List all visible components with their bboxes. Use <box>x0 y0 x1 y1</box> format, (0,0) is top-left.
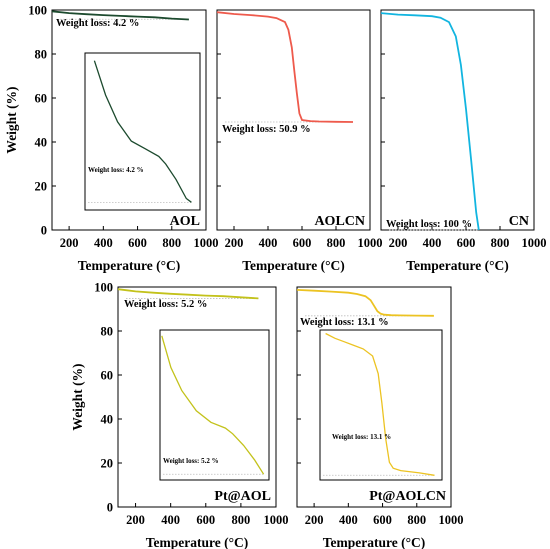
x-tick-label: 400 <box>94 236 113 250</box>
series-line-cn <box>380 12 480 231</box>
x-tick-label: 200 <box>389 236 408 250</box>
weight-loss-label: Weight loss: 50.9 % <box>222 124 311 135</box>
series-line-aol <box>51 10 189 21</box>
x-tick-label: 600 <box>457 236 476 250</box>
x-tick-label: 800 <box>327 236 346 250</box>
x-tick-label: 400 <box>339 513 358 527</box>
x-tick-label: 800 <box>491 236 510 250</box>
x-tick-label: 200 <box>305 513 324 527</box>
panel-pt-aolcn: 200 400 600 800 1000 Temperature (°C) Weight l… <box>296 286 464 549</box>
inset-frame <box>84 52 201 211</box>
x-tick-label: 1000 <box>358 236 383 250</box>
x-tick-label: 800 <box>162 236 181 250</box>
inset-frame <box>319 329 443 481</box>
inset-weight-loss-label: Weight loss: 13.1 % <box>332 433 391 441</box>
inset-pt-aol: Weight loss: 5.2 % <box>159 329 270 481</box>
x-tick-label: 1000 <box>439 513 464 527</box>
x-tick-label: 600 <box>196 513 215 527</box>
series-line-pt-aolcn <box>296 289 434 317</box>
panel-cn: 200 400 600 800 1000 Temperature (°C) Weight l… <box>380 9 547 273</box>
x-tick-label: 800 <box>407 513 426 527</box>
x-tick-label: 600 <box>128 236 147 250</box>
y-tick-label: 0 <box>41 224 47 238</box>
inset-pt-aolcn: Weight loss: 13.1 % <box>319 329 443 481</box>
series-line-aolcn <box>216 11 354 123</box>
weight-loss-label: Weight loss: 13.1 % <box>300 317 389 328</box>
plot-frame-pt-aol <box>117 286 277 508</box>
x-tick-label: 1000 <box>264 513 289 527</box>
plot-frame-cn <box>380 9 535 231</box>
plot-frame-pt-aolcn <box>296 286 452 508</box>
panel-label: CN <box>509 214 529 229</box>
x-axis-title: Temperature (°C) <box>242 258 345 273</box>
x-tick-label: 200 <box>126 513 145 527</box>
weight-loss-label: Weight loss: 5.2 % <box>124 299 207 310</box>
inset-weight-loss-label: Weight loss: 5.2 % <box>163 457 219 465</box>
y-tick-label: 100 <box>28 4 47 18</box>
y-tick-label: 40 <box>101 413 114 427</box>
x-tick-label: 400 <box>423 236 442 250</box>
panel-aol: 200 400 600 800 1000 0 20 40 60 80 100 Temperature … <box>4 4 219 274</box>
plot-frame-aolcn <box>216 9 371 231</box>
inset-weight-loss-label: Weight loss: 4.2 % <box>88 166 144 174</box>
y-axis-title: Weight (%) <box>70 363 85 430</box>
y-tick-label: 20 <box>35 180 48 194</box>
panel-label: AOLCN <box>314 214 365 229</box>
inset-frame <box>159 329 270 481</box>
inset-series-line <box>93 60 192 203</box>
y-tick-label: 0 <box>107 501 113 515</box>
x-axis-title: Temperature (°C) <box>78 258 181 273</box>
y-tick-label: 80 <box>35 48 48 62</box>
panel-label: Pt@AOLCN <box>369 489 446 504</box>
inset-aol: Weight loss: 4.2 % <box>84 52 201 211</box>
x-axis-title: Temperature (°C) <box>323 535 426 549</box>
y-tick-label: 60 <box>101 369 114 383</box>
panel-pt-aol: 200 400 600 800 1000 0 20 40 60 80 100 Temperature … <box>70 281 289 549</box>
panel-aolcn: 200 400 600 800 1000 Temperature (°C) Weight l… <box>216 9 383 273</box>
y-tick-label: 100 <box>94 281 113 295</box>
x-tick-label: 200 <box>60 236 79 250</box>
weight-loss-label: Weight loss: 4.2 % <box>56 18 139 29</box>
panel-label: AOL <box>170 214 200 229</box>
inset-series-line <box>325 332 435 476</box>
inset-series-line <box>161 335 265 475</box>
x-tick-label: 1000 <box>522 236 547 250</box>
x-tick-label: 400 <box>161 513 180 527</box>
y-tick-label: 40 <box>35 136 48 150</box>
x-tick-label: 1000 <box>194 236 219 250</box>
y-tick-label: 20 <box>101 457 114 471</box>
weight-loss-label: Weight loss: 100 % <box>386 219 472 230</box>
x-axis-title: Temperature (°C) <box>406 258 509 273</box>
x-tick-label: 600 <box>373 513 392 527</box>
y-axis-title: Weight (%) <box>4 86 19 153</box>
x-tick-label: 200 <box>225 236 244 250</box>
x-tick-label: 800 <box>232 513 251 527</box>
y-tick-label: 60 <box>35 92 48 106</box>
x-axis-title: Temperature (°C) <box>146 535 249 549</box>
panel-label: Pt@AOL <box>214 489 271 504</box>
x-tick-label: 400 <box>259 236 278 250</box>
y-tick-label: 80 <box>101 325 114 339</box>
x-tick-label: 600 <box>293 236 312 250</box>
series-line-pt-aol <box>117 288 259 300</box>
plot-frame-aol <box>51 9 207 231</box>
